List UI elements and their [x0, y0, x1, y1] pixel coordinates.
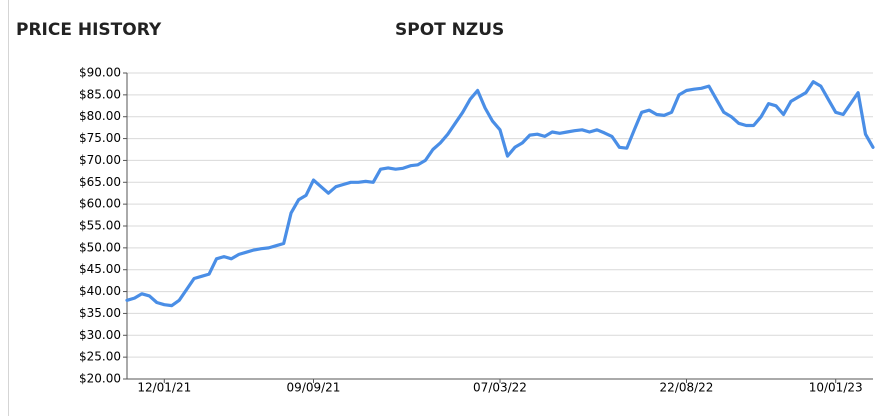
y-tick-label: $30.00	[79, 328, 121, 342]
chart-title: PRICE HISTORY	[16, 20, 162, 40]
grid: $20.00 $25.00 $30.00 $35.00 $40.00 $45.00 $50.…	[79, 66, 873, 395]
y-tick-label: $70.00	[79, 153, 121, 167]
y-tick-label: $75.00	[79, 131, 121, 145]
y-tick-label: $85.00	[79, 87, 121, 101]
y-tick-label: $25.00	[79, 350, 121, 364]
x-tick-label: 09/09/21	[287, 381, 341, 395]
chart-subtitle: SPOT NZUS	[395, 20, 504, 40]
y-tick-label: $40.00	[79, 284, 121, 298]
y-tick-label: $45.00	[79, 262, 121, 276]
y-tick-label: $80.00	[79, 109, 121, 123]
y-tick-label: $60.00	[79, 197, 121, 211]
y-tick-label: $50.00	[79, 240, 121, 254]
panel-border	[9, 0, 890, 416]
x-tick-label: 12/01/21	[137, 381, 191, 395]
price-line	[127, 82, 873, 306]
y-tick-label: $90.00	[79, 66, 121, 80]
plot	[127, 82, 873, 306]
x-tick-label: 10/01/23	[809, 381, 863, 395]
y-tick-label: $55.00	[79, 219, 121, 233]
y-tick-label: $20.00	[79, 372, 121, 386]
y-tick-label: $65.00	[79, 175, 121, 189]
x-tick-label: 22/08/22	[660, 381, 714, 395]
y-tick-label: $35.00	[79, 306, 121, 320]
x-tick-label: 07/03/22	[473, 381, 527, 395]
